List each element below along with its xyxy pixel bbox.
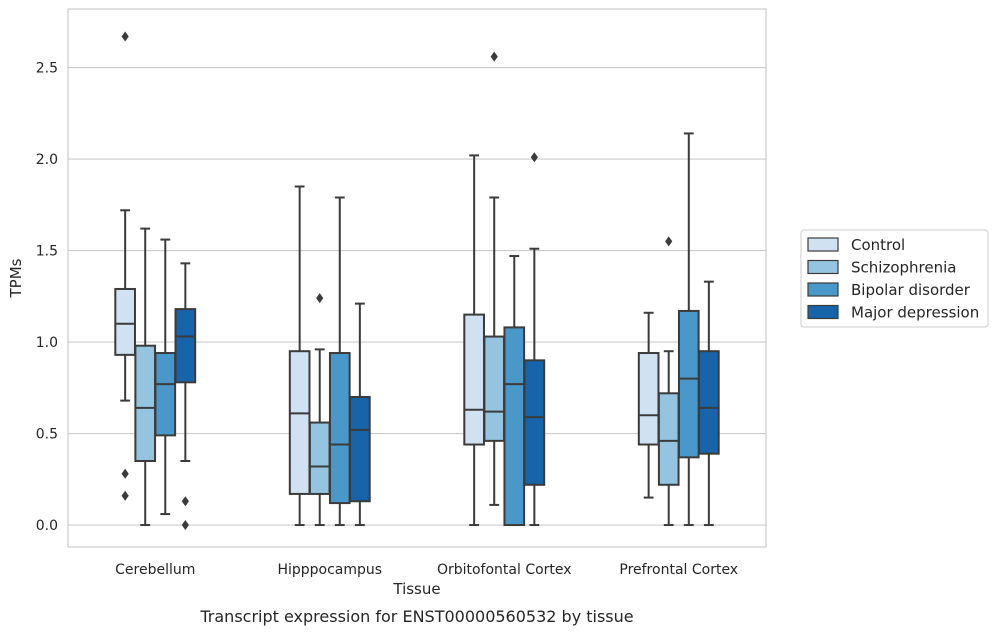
box-schizophrenia bbox=[308, 293, 331, 527]
box-iqr bbox=[483, 335, 506, 442]
y-tick-label: 2.5 bbox=[36, 61, 58, 77]
outlier-point bbox=[121, 468, 129, 479]
box-control bbox=[114, 31, 136, 501]
box-schizophrenia bbox=[657, 236, 680, 527]
outlier-point bbox=[181, 496, 189, 507]
box-control bbox=[637, 311, 660, 499]
outlier-point bbox=[121, 490, 129, 501]
legend-label: Bipolar disorder bbox=[851, 281, 971, 299]
box-iqr bbox=[288, 350, 311, 495]
y-axis-title: TPMs bbox=[7, 258, 25, 298]
box-iqr bbox=[134, 344, 157, 462]
x-tick-label: Orbitofontal Cortex bbox=[437, 562, 572, 578]
box-schizophrenia bbox=[134, 227, 157, 527]
box-control bbox=[288, 185, 311, 527]
box-major-depression bbox=[698, 280, 720, 527]
outlier-point bbox=[665, 236, 673, 247]
legend: Control Schizophrenia Bipolar disorder Majo… bbox=[800, 229, 989, 328]
y-tick-label: 1.5 bbox=[36, 244, 58, 260]
legend-swatch bbox=[807, 237, 839, 252]
outlier-point bbox=[490, 51, 498, 62]
box-schizophrenia bbox=[483, 51, 506, 506]
box-major-depression bbox=[349, 302, 371, 527]
y-tick-label: 0.5 bbox=[36, 427, 58, 443]
box-iqr bbox=[657, 392, 680, 486]
box-iqr bbox=[154, 352, 177, 437]
legend-label: Major depression bbox=[851, 304, 979, 322]
box-iqr bbox=[637, 352, 660, 446]
x-tick-label: Hipppocampus bbox=[277, 562, 382, 578]
outlier-point bbox=[121, 31, 129, 42]
box-groups bbox=[114, 31, 720, 531]
box-bipolar-disorder bbox=[328, 196, 351, 527]
box-major-depression bbox=[174, 262, 197, 531]
box-bipolar-disorder bbox=[503, 255, 526, 527]
box-control bbox=[463, 154, 485, 527]
box-iqr bbox=[174, 308, 197, 384]
box-iqr bbox=[677, 309, 700, 459]
x-tick-label: Prefrontal Cortex bbox=[619, 562, 738, 578]
y-tick-label: 1.0 bbox=[36, 335, 58, 351]
box-iqr bbox=[698, 350, 720, 455]
x-tick-label: Cerebellum bbox=[115, 562, 195, 578]
plot-frame bbox=[67, 8, 767, 548]
legend-swatch bbox=[807, 282, 839, 297]
legend-swatch bbox=[807, 259, 839, 275]
box-iqr bbox=[114, 287, 136, 356]
y-axis-ticks: 0.0 0.5 1.0 1.5 2.0 2.5 bbox=[36, 61, 58, 534]
box-bipolar-disorder bbox=[154, 238, 177, 516]
outlier-point bbox=[316, 293, 324, 304]
chart-caption: Transcript expression for ENST0000056053… bbox=[199, 607, 633, 626]
legend-swatch bbox=[807, 304, 839, 320]
legend-label: Schizophrenia bbox=[851, 259, 956, 277]
legend-label: Control bbox=[851, 236, 905, 254]
box-iqr bbox=[503, 326, 526, 527]
outlier-point bbox=[181, 520, 189, 531]
y-tick-label: 2.0 bbox=[36, 152, 58, 168]
box-major-depression bbox=[523, 152, 546, 527]
box-iqr bbox=[523, 359, 546, 486]
box-bipolar-disorder bbox=[677, 132, 700, 527]
box-iqr bbox=[349, 395, 371, 503]
box-iqr bbox=[308, 421, 331, 495]
box-iqr bbox=[328, 352, 351, 505]
x-axis-ticks: Cerebellum Hipppocampus Orbitofontal Corte… bbox=[115, 562, 738, 578]
box-iqr bbox=[463, 313, 485, 446]
legend-frame bbox=[800, 229, 989, 328]
y-tick-label: 0.0 bbox=[36, 518, 58, 534]
outlier-point bbox=[530, 152, 538, 163]
x-axis-title: Tissue bbox=[392, 580, 440, 598]
